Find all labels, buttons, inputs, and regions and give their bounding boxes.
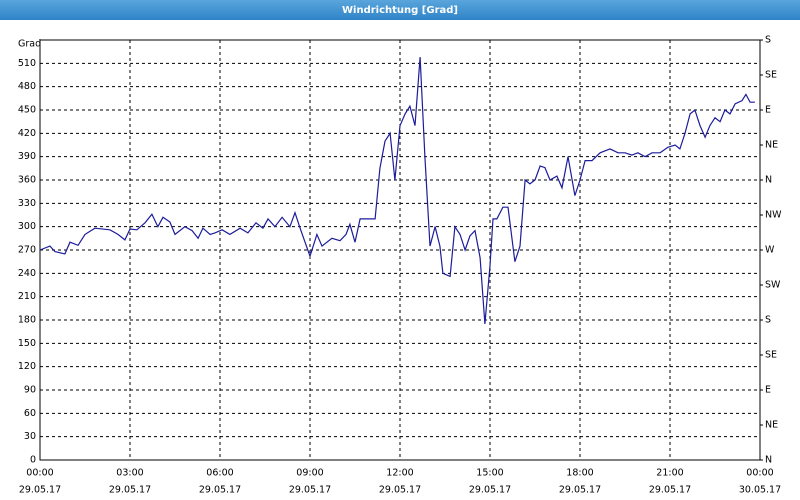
x-tick-label: 00:00: [746, 468, 773, 479]
y-tick-label: 480: [18, 81, 36, 92]
y-tick-label: 510: [18, 58, 36, 69]
y-tick-label: 270: [18, 245, 36, 256]
y-tick-label: 240: [18, 268, 36, 279]
x-tick-label: 06:00: [206, 468, 233, 479]
x-tick-date: 29.05.17: [559, 485, 601, 496]
x-tick-date: 29.05.17: [289, 485, 331, 496]
title-bar: [0, 0, 800, 20]
x-tick-label: 03:00: [116, 468, 143, 479]
y2-tick-label: S: [765, 315, 771, 326]
y2-tick-label: E: [765, 105, 771, 116]
y2-tick-label: E: [765, 385, 771, 396]
y-tick-label: 330: [18, 198, 36, 209]
x-tick-date: 30.05.17: [739, 485, 781, 496]
x-tick-date: 29.05.17: [199, 485, 241, 496]
x-tick-date: 29.05.17: [469, 485, 511, 496]
y2-tick-label: W: [765, 245, 775, 256]
y-tick-label: 150: [18, 338, 36, 349]
y-tick-label: 0: [30, 455, 36, 466]
y2-tick-label: N: [765, 175, 772, 186]
x-tick-date: 29.05.17: [379, 485, 421, 496]
x-tick-date: 29.05.17: [109, 485, 151, 496]
x-tick-label: 15:00: [476, 468, 503, 479]
y-tick-label: 360: [18, 175, 36, 186]
y2-tick-label: S: [765, 35, 771, 46]
y-tick-label: 210: [18, 291, 36, 302]
y2-tick-label: SW: [765, 280, 781, 291]
y2-tick-label: NE: [765, 140, 778, 151]
y-tick-label: 420: [18, 128, 36, 139]
y-tick-label: 120: [18, 361, 36, 372]
data-line: [39, 57, 755, 324]
x-tick-date: 29.05.17: [649, 485, 691, 496]
x-tick-label: 12:00: [386, 468, 413, 479]
x-tick-date: 29.05.17: [19, 485, 61, 496]
y-tick-label: 390: [18, 151, 36, 162]
y2-tick-label: SE: [765, 70, 777, 81]
y-tick-label: 90: [24, 385, 36, 396]
y2-tick-label: NE: [765, 420, 778, 431]
y-tick-label: 60: [24, 408, 36, 419]
y-axis-label: Grad: [18, 39, 41, 50]
y-tick-label: 30: [24, 431, 36, 442]
y-tick-label: 180: [18, 315, 36, 326]
chart-title: Windrichtung [Grad]: [342, 5, 458, 16]
y2-tick-label: NW: [765, 210, 782, 221]
x-tick-label: 00:00: [26, 468, 53, 479]
x-tick-label: 18:00: [566, 468, 593, 479]
y2-tick-label: SE: [765, 350, 777, 361]
y-tick-label: 300: [18, 221, 36, 232]
y-tick-label: 450: [18, 105, 36, 116]
y2-tick-label: N: [765, 455, 772, 466]
x-tick-label: 21:00: [656, 468, 683, 479]
x-tick-label: 09:00: [296, 468, 323, 479]
